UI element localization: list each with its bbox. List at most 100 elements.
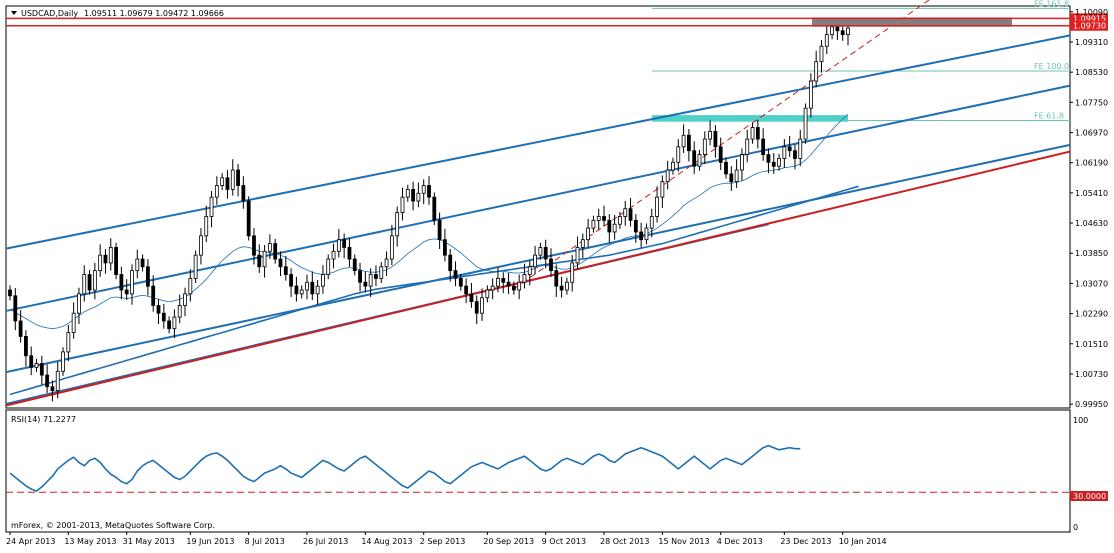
candle-body [252,235,256,256]
time-tick-label: 31 May 2013 [123,537,175,546]
candle-body [283,266,288,275]
candle-body [183,293,187,306]
ohlc-label: 1.09511 1.09679 1.09472 1.09666 [84,9,224,18]
candle-body [745,138,750,155]
candle-body [130,270,134,295]
trend-line [5,150,1071,407]
time-tick-label: 15 Nov 2013 [658,537,709,546]
candle-body [278,258,283,268]
candle-body [718,146,723,163]
candle-body [485,289,490,299]
resistance-zone-box [812,17,1012,27]
moving-average-layer [9,114,859,396]
candle-body [639,231,644,241]
symbol-label: USDCAD,Daily [21,9,78,18]
candle-body [840,30,845,36]
candle-body [496,277,500,287]
candle-body [66,332,71,353]
candle-body [458,277,463,287]
candle-body [98,254,103,272]
price-tick-label: 1.03070 [1075,279,1108,288]
candle-body [336,239,341,252]
candle-body [29,355,34,368]
rsi-tick-0: 0 [1073,523,1078,532]
candle-body [660,181,665,198]
candle-body [814,61,819,82]
candle-body [124,289,129,295]
rsi-layer [6,444,1070,493]
candle-body [77,293,81,314]
price-tick-label: 1.02290 [1075,310,1108,319]
fib-level-label: FE 100.0 [1034,62,1069,71]
fib-level-label: FE 61.8 [1034,112,1064,121]
candle-body [533,254,537,268]
rsi-tick-100: 100 [1073,416,1088,425]
candle-body [570,262,575,283]
candle-body [506,281,511,287]
candle-body [119,274,124,291]
fast-moving-average [9,114,849,330]
candle-body [315,285,320,295]
candle-body [771,161,776,167]
candle-body [145,266,150,287]
candle-body [808,80,813,109]
candle-body [665,169,670,183]
rsi-label: RSI(14) 71.2277 [11,415,76,424]
candle-body [326,258,331,275]
price-tick-label: 1.03850 [1075,249,1108,258]
candle-body [830,26,834,36]
candle-body [135,258,140,272]
candle-body [655,196,659,217]
price-axis: 1.10090 1.09310 1.08530 1.07750 1.06970 1.061… [1070,8,1108,409]
rsi-pane-frame [5,409,1071,533]
resistance-price-label: 1.09730 [1073,22,1106,31]
price-tick-label: 1.04630 [1075,219,1108,228]
candle-body [474,301,479,314]
time-tick-label: 23 Dec 2013 [780,537,831,546]
candle-body [389,235,394,260]
candle-body [225,177,230,190]
candle-body [559,285,564,291]
candle-body [644,227,649,241]
candle-body [755,127,760,140]
candle-body [586,227,591,241]
candle-body [246,200,251,237]
candle-body [55,370,60,391]
candle-body [803,107,808,140]
dashed-trend-line [513,0,930,290]
candle-body [819,45,824,63]
candle-body [358,270,362,283]
candle-body [835,26,840,32]
resistance-price-label: 1.09915 [1073,14,1106,23]
resistance-price-tag [1070,20,1108,31]
candle-body [549,258,553,272]
candle-body [729,173,734,183]
candle-body [352,258,357,272]
time-tick-label: 8 Jul 2013 [245,537,285,546]
candle-body [188,277,193,295]
candle-body [607,219,612,233]
candle-body [681,134,686,148]
candle-body [692,150,697,167]
time-tick-label: 4 Dec 2013 [717,537,763,546]
time-tick-label: 10 Jan 2014 [839,537,887,546]
candle-body [612,223,617,233]
fib-layer: FE 161.8 FE 100.0 FE 61.8 [652,0,1070,122]
candle-body [151,285,156,306]
candle-body [310,281,315,295]
candle-body [511,285,516,291]
candle-body [453,270,458,279]
resistance-price-tag [1070,13,1108,24]
candle-body [45,374,50,388]
price-tick-label: 1.05410 [1075,189,1108,198]
candle-body [18,320,23,337]
fib-level-label: FE 161.8 [1034,0,1069,8]
candle-body [766,154,771,163]
candle-body [724,161,728,175]
menu-triangle-icon[interactable] [11,11,17,15]
candle-body [798,138,803,159]
candle-body [220,177,225,186]
candle-body [8,289,12,297]
